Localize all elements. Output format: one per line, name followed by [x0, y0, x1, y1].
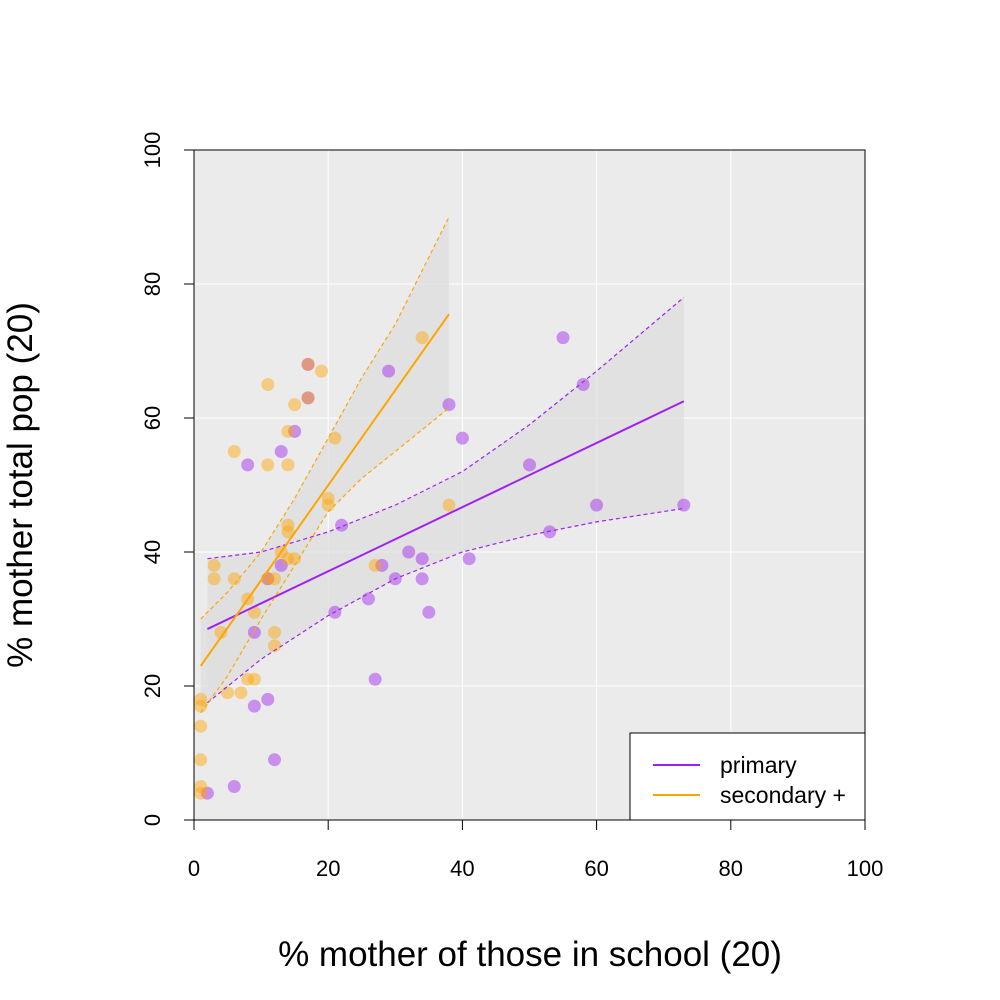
point-series-1-24	[281, 424, 295, 438]
point-series-1-9	[221, 686, 235, 700]
fit-line-series-0	[206, 400, 685, 630]
point-series-0-18	[382, 364, 396, 378]
point-series-1-12	[234, 686, 248, 700]
x-tick-label-3: 60	[584, 856, 608, 881]
point-series-1-1	[194, 699, 208, 713]
point-series-1-4	[194, 780, 208, 793]
point-series-1-2	[194, 719, 208, 733]
ci-line-ci-lower-series-1	[200, 407, 450, 714]
point-series-0-16	[368, 672, 382, 686]
point-series-1-25	[281, 458, 295, 472]
point-series-1-33	[314, 364, 328, 378]
point-series-1-5	[194, 786, 208, 800]
point-series-1-34	[321, 491, 335, 505]
axes: 0 20 40 60 80 100 0 20 40 60 80 100	[140, 132, 883, 881]
point-series-0-0	[200, 786, 214, 800]
point-series-1-27	[281, 525, 295, 539]
point-series-0-30	[576, 378, 590, 391]
legend-label-primary: primary	[720, 752, 797, 778]
point-series-1-32	[301, 391, 315, 405]
point-series-0-11	[301, 357, 315, 371]
x-axis-title: % mother of those in school (20)	[278, 935, 782, 974]
ci-band-series-1	[200, 217, 449, 713]
point-series-1-35	[321, 498, 335, 512]
point-series-1-17	[261, 378, 275, 391]
point-series-0-4	[247, 699, 261, 713]
point-series-1-37	[368, 558, 382, 572]
y-tick-label-1: 20	[140, 674, 165, 698]
y-tick-label-3: 60	[140, 406, 165, 430]
point-series-0-26	[462, 552, 476, 566]
point-series-1-39	[442, 498, 456, 512]
x-tick-label-0: 0	[188, 856, 200, 881]
point-series-1-3	[194, 753, 208, 767]
fit-lines	[199, 216, 685, 714]
point-series-1-38	[415, 331, 429, 345]
point-series-0-5	[261, 692, 275, 706]
point-series-1-20	[268, 625, 282, 639]
ci-line-ci-upper-series-1	[200, 216, 450, 620]
point-series-1-10	[227, 445, 241, 458]
confidence-bands	[200, 217, 684, 713]
point-series-0-3	[247, 625, 261, 639]
point-series-1-30	[288, 552, 302, 566]
x-tick-label-2: 40	[450, 856, 474, 881]
point-series-0-12	[301, 391, 315, 405]
point-series-0-25	[455, 431, 469, 445]
legend: primary secondary +	[629, 732, 866, 821]
plot-frame	[193, 149, 866, 821]
point-series-0-28	[543, 525, 557, 539]
x-tick-label-5: 100	[847, 856, 884, 881]
point-series-1-8	[214, 625, 228, 639]
point-series-0-10	[288, 424, 302, 438]
point-series-1-36	[328, 431, 342, 445]
fit-line-series-1	[199, 313, 450, 667]
x-tick-label-4: 80	[719, 856, 743, 881]
ci-band-series-0	[207, 297, 684, 703]
point-series-0-7	[268, 753, 282, 767]
point-series-1-31	[301, 357, 315, 371]
point-series-1-28	[281, 552, 295, 566]
point-series-1-21	[268, 639, 282, 653]
point-series-1-7	[207, 572, 221, 586]
point-series-0-17	[375, 558, 389, 572]
legend-label-secondary: secondary +	[720, 782, 846, 808]
point-series-1-14	[241, 672, 255, 686]
y-axis-title: % mother total pop (20)	[1, 302, 40, 668]
point-series-1-18	[261, 458, 275, 472]
point-series-0-20	[402, 545, 416, 559]
ci-line-ci-lower-series-0	[207, 507, 684, 704]
point-series-0-1	[227, 780, 241, 793]
point-series-0-24	[442, 398, 456, 412]
point-series-0-29	[556, 331, 570, 345]
point-series-1-6	[207, 558, 221, 572]
ci-line-ci-upper-series-0	[207, 296, 685, 560]
point-series-0-21	[415, 552, 429, 566]
point-series-0-23	[422, 605, 436, 619]
y-tick-label-4: 80	[140, 272, 165, 296]
point-series-1-0	[194, 692, 208, 706]
point-series-1-22	[268, 572, 282, 586]
point-series-1-26	[281, 518, 295, 532]
point-series-0-2	[241, 458, 255, 472]
point-series-0-27	[523, 458, 536, 472]
point-series-1-11	[227, 572, 241, 586]
point-series-1-29	[288, 398, 302, 412]
point-series-0-9	[274, 445, 288, 458]
point-series-0-15	[361, 592, 375, 606]
point-series-0-8	[274, 558, 288, 572]
point-series-0-31	[590, 498, 604, 512]
x-tick-label-1: 20	[316, 856, 340, 881]
legend-box	[629, 732, 866, 821]
y-tick-label-0: 0	[140, 814, 165, 826]
point-series-0-22	[415, 572, 429, 586]
y-tick-label-2: 40	[140, 540, 165, 564]
point-series-1-15	[247, 672, 261, 686]
y-tick-label-5: 100	[140, 132, 165, 169]
